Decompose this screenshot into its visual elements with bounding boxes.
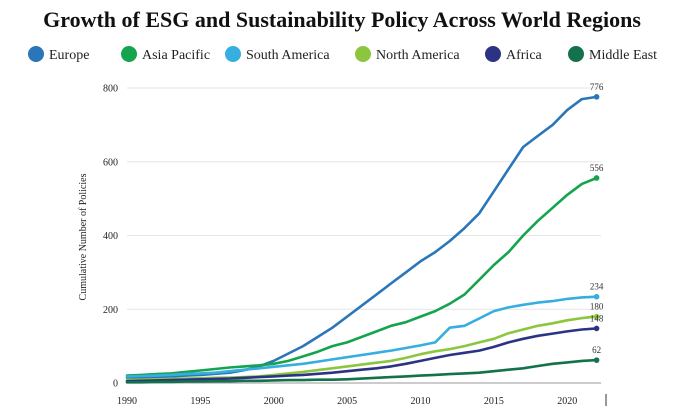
series-line-africa bbox=[125, 327, 598, 383]
legend-marker-europe bbox=[28, 46, 44, 62]
legend-item-middle-east: Middle East bbox=[568, 46, 657, 63]
x-tick-label-2005: 2005 bbox=[337, 396, 357, 407]
end-label-asia-pacific: 556 bbox=[590, 163, 604, 173]
legend-marker-africa bbox=[485, 46, 501, 62]
end-label-middle-east: 62 bbox=[592, 345, 601, 355]
legend-marker-asia-pacific bbox=[121, 46, 137, 62]
series-line-south-america bbox=[125, 295, 598, 378]
legend-item-africa: Africa bbox=[485, 46, 543, 63]
end-label-north-america: 180 bbox=[590, 302, 604, 312]
y-axis-title: Cumulative Number of Policies bbox=[78, 173, 89, 300]
legend-marker-south-america bbox=[225, 46, 241, 62]
series-line-middle-east bbox=[125, 358, 598, 384]
x-tick-label-1995: 1995 bbox=[190, 396, 210, 407]
legend-label-africa: Africa bbox=[506, 48, 543, 63]
y-tick-label-0: 0 bbox=[113, 379, 118, 390]
chart-title: Growth of ESG and Sustainability Policy … bbox=[43, 7, 641, 32]
legend-item-europe: Europe bbox=[28, 46, 89, 63]
legend-item-asia-pacific: Asia Pacific bbox=[121, 46, 210, 63]
grid bbox=[127, 87, 601, 384]
series-lines bbox=[125, 94, 600, 384]
legend-label-asia-pacific: Asia Pacific bbox=[142, 48, 210, 63]
x-tick-label-1990: 1990 bbox=[117, 396, 137, 407]
series-end-point-north-america bbox=[593, 313, 600, 320]
series-end-point-south-america bbox=[593, 293, 600, 300]
legend-marker-middle-east bbox=[568, 46, 584, 62]
x-tick-label-2000: 2000 bbox=[264, 396, 284, 407]
series-line-asia-pacific bbox=[125, 176, 598, 377]
x-tick-label-2015: 2015 bbox=[484, 396, 504, 407]
legend-item-south-america: South America bbox=[225, 46, 330, 63]
series-end-point-europe bbox=[593, 94, 600, 100]
y-tick-label-400: 400 bbox=[103, 231, 118, 242]
end-label-south-america: 234 bbox=[590, 282, 604, 292]
end-label-europe: 776 bbox=[590, 82, 604, 92]
legend-item-north-america: North America bbox=[355, 46, 460, 63]
legend-marker-north-america bbox=[355, 46, 371, 62]
y-tick-label-800: 800 bbox=[103, 84, 118, 95]
y-axis-ticks: 0 200 400 600 800 bbox=[103, 84, 118, 390]
legend-label-south-america: South America bbox=[246, 48, 330, 63]
legend-label-europe: Europe bbox=[49, 48, 89, 63]
y-tick-label-600: 600 bbox=[103, 157, 118, 168]
legend: Europe Asia Pacific South America North Ame… bbox=[28, 46, 657, 63]
x-axis-ticks: 1990 1995 2000 2005 2010 2015 2020 bbox=[117, 394, 607, 407]
series-end-point-africa bbox=[593, 325, 600, 332]
series-end-point-asia-pacific bbox=[593, 175, 600, 181]
legend-label-north-america: North America bbox=[376, 48, 460, 63]
x-tick-label-2010: 2010 bbox=[410, 396, 430, 407]
series-line-europe bbox=[125, 95, 598, 379]
y-tick-label-200: 200 bbox=[103, 305, 118, 316]
legend-label-middle-east: Middle East bbox=[589, 48, 657, 63]
series-end-point-middle-east bbox=[593, 357, 600, 363]
end-label-africa: 148 bbox=[590, 313, 604, 323]
x-tick-label-2020: 2020 bbox=[557, 396, 577, 407]
